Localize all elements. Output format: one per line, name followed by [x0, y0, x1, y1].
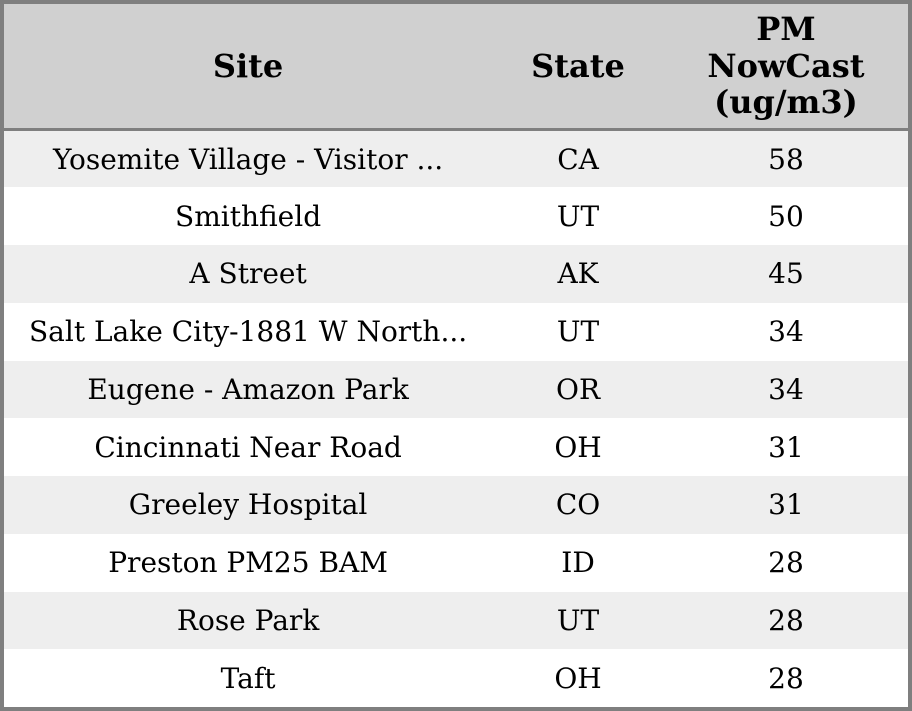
table-row: Greeley Hospital CO 31 — [4, 476, 908, 534]
state-cell: CO — [555, 488, 601, 522]
state-cell: ID — [561, 546, 595, 580]
site-cell: Taft — [220, 661, 276, 695]
pm-nowcast-cell: 45 — [768, 257, 804, 291]
site-cell: Greeley Hospital — [128, 488, 368, 522]
data-table: Site State PM NowCast (ug/m3) Yosemite V… — [4, 4, 908, 707]
state-cell: OH — [554, 430, 602, 464]
state-cell: OH — [554, 661, 602, 695]
column-header-pm-nowcast: PM NowCast (ug/m3) — [663, 4, 908, 131]
column-header-state: State — [492, 4, 664, 131]
site-cell: Eugene - Amazon Park — [87, 372, 409, 406]
pm-nowcast-cell: 34 — [768, 315, 804, 349]
state-cell: UT — [556, 315, 600, 349]
state-cell: UT — [556, 199, 600, 233]
state-cell: OR — [556, 372, 601, 406]
state-cell: AK — [557, 257, 599, 291]
pm-nowcast-cell: 50 — [768, 199, 804, 233]
column-header-site: Site — [4, 4, 493, 131]
pm-nowcast-cell: 28 — [768, 661, 804, 695]
state-cell: UT — [556, 603, 600, 637]
table-header: Site State PM NowCast (ug/m3) — [4, 4, 908, 131]
state-cell: CA — [557, 142, 599, 176]
header-row: Site State PM NowCast (ug/m3) — [4, 4, 908, 131]
table-row: Eugene - Amazon Park OR 34 — [4, 360, 908, 419]
site-cell: Salt Lake City-1881 W North... — [28, 315, 468, 349]
pm-nowcast-cell: 34 — [768, 372, 804, 406]
table-row: Yosemite Village - Visitor ... CA 58 — [4, 129, 908, 188]
pm-nowcast-cell: 28 — [768, 603, 804, 637]
table-body: Yosemite Village - Visitor ... CA 58 Smi… — [4, 129, 908, 707]
table-row: Cincinnati Near Road OH 31 — [4, 418, 908, 476]
pm-nowcast-cell: 31 — [768, 430, 804, 464]
table-row: Preston PM25 BAM ID 28 — [4, 533, 908, 592]
table-row: A Street AK 45 — [4, 245, 908, 303]
site-cell: Yosemite Village - Visitor ... — [52, 142, 444, 176]
pm-nowcast-cell: 58 — [768, 142, 804, 176]
table-row: Salt Lake City-1881 W North... UT 34 — [4, 302, 908, 361]
site-cell: A Street — [189, 257, 307, 291]
table-row: Rose Park UT 28 — [4, 591, 908, 650]
table-row: Taft OH 28 — [4, 649, 908, 707]
pm-nowcast-cell: 31 — [768, 488, 804, 522]
site-cell: Preston PM25 BAM — [108, 546, 388, 580]
site-cell: Smithfield — [175, 199, 322, 233]
pm-nowcast-cell: 28 — [768, 546, 804, 580]
table-row: Smithfield UT 50 — [4, 187, 908, 245]
site-cell: Cincinnati Near Road — [94, 430, 402, 464]
site-cell: Rose Park — [176, 603, 320, 637]
